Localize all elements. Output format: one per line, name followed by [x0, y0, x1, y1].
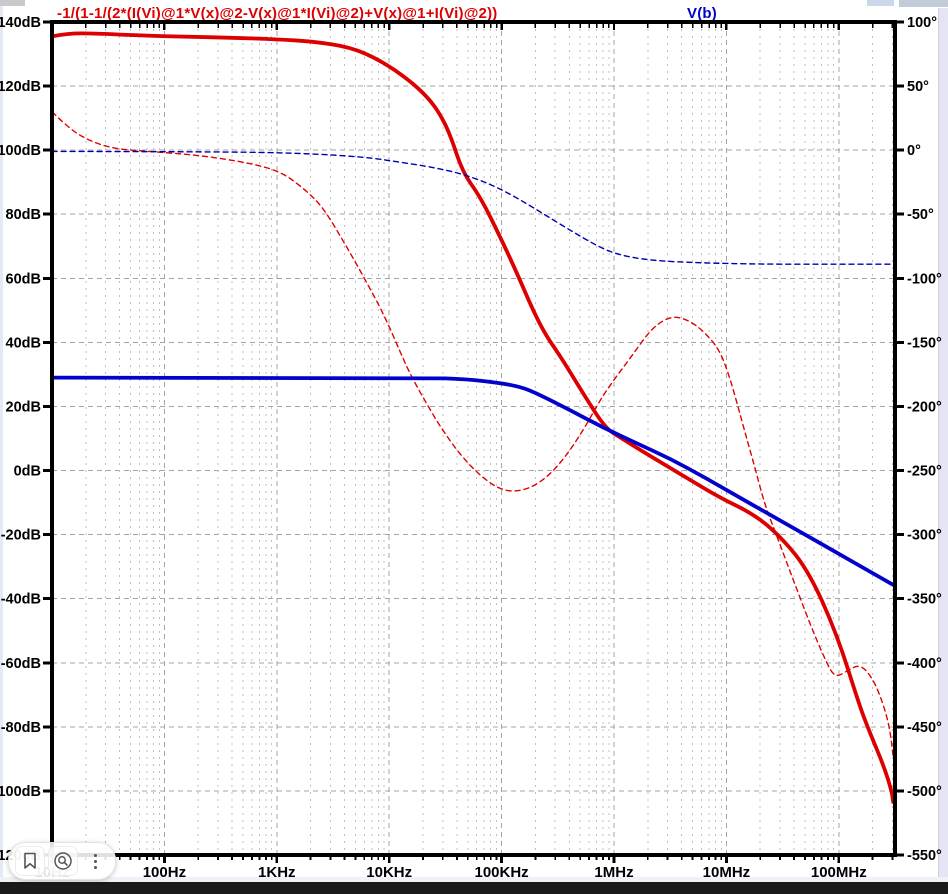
taskbar-strip — [0, 882, 948, 894]
left-tick-label: -40dB — [1, 592, 41, 608]
right-tick-label: -500° — [907, 784, 942, 800]
vertical-scrollbar[interactable] — [938, 8, 948, 880]
left-tick-label: -80dB — [1, 720, 41, 736]
bookmark-icon — [23, 852, 36, 869]
zoom-search-icon — [54, 852, 72, 870]
x-tick-label: 1KHz — [258, 864, 296, 881]
left-tick-label: 20dB — [6, 400, 41, 416]
bookmark-button[interactable] — [14, 846, 45, 876]
trace-title-expression[interactable]: -1/(1-1/(2*(I(Vi)@1*V(x)@2-V(x)@1*I(Vi)@… — [57, 5, 498, 22]
right-tick-label: -200° — [907, 400, 942, 416]
left-tick-label: 120dB — [0, 79, 41, 95]
window-tab-fragment-right-2 — [899, 0, 948, 7]
left-tick-label: -20dB — [1, 528, 41, 544]
window-tab-fragment-right-1 — [867, 0, 894, 6]
zoom-search-button[interactable] — [47, 846, 78, 876]
right-tick-label: 0° — [907, 143, 921, 159]
right-tick-label: -250° — [907, 464, 942, 480]
left-tick-label: 140dB — [0, 15, 41, 31]
x-tick-label: 100Hz — [143, 864, 186, 881]
left-tick-label: -100dB — [0, 784, 41, 800]
more-vertical-icon — [93, 853, 97, 869]
right-tick-label: -550° — [907, 848, 942, 864]
right-tick-label: 100° — [907, 15, 937, 31]
x-tick-label: 100KHz — [474, 864, 528, 881]
right-tick-label: -100° — [907, 271, 942, 287]
left-tick-label: 80dB — [6, 207, 41, 223]
left-tick-label: -60dB — [1, 656, 41, 672]
x-tick-label: 100MHz — [811, 864, 867, 881]
window-bottom-strip — [0, 877, 948, 882]
right-tick-label: -300° — [907, 528, 942, 544]
left-tick-label: 40dB — [6, 335, 41, 351]
plot-border — [50, 20, 897, 857]
curve-expression-gain — [52, 31, 895, 804]
x-tick-label: 10KHz — [366, 864, 412, 881]
window-tab-fragment-left — [0, 0, 25, 6]
more-options-button[interactable] — [81, 847, 109, 875]
x-tick-label: 1MHz — [594, 864, 633, 881]
left-tick-label: 100dB — [0, 143, 41, 159]
right-tick-label: -50° — [907, 207, 934, 223]
right-tick-label: -150° — [907, 335, 942, 351]
left-tick-label: 0dB — [14, 464, 41, 480]
left-tick-label: 60dB — [6, 271, 41, 287]
curve-expression-phase — [52, 111, 894, 759]
right-tick-label: -400° — [907, 656, 942, 672]
curve-vb-gain — [52, 375, 895, 588]
x-tick-label: 10MHz — [703, 864, 751, 881]
right-tick-label: 50° — [907, 79, 929, 95]
right-tick-label: -350° — [907, 592, 942, 608]
right-tick-label: -450° — [907, 720, 942, 736]
curve-vb-phase — [52, 150, 895, 265]
window-left-edge — [0, 6, 3, 880]
trace-title-vb[interactable]: V(b) — [687, 5, 717, 22]
floating-toolbar — [8, 842, 116, 880]
